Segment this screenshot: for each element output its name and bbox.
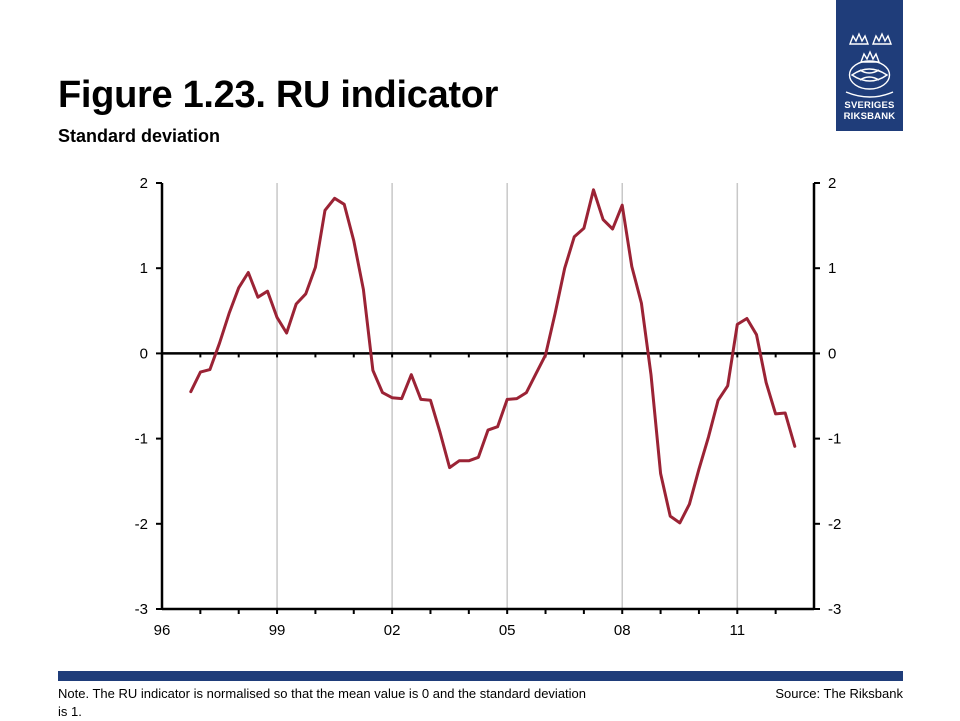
x-tick-label-02: 02: [384, 622, 401, 639]
x-tick-label-08: 08: [614, 622, 631, 639]
y-tick-label-left: 1: [140, 260, 148, 277]
y-tick-label-left: 2: [140, 175, 148, 192]
chart-frame: [156, 182, 820, 614]
x-tick-label-11: 11: [730, 622, 746, 639]
y-tick-label-left: 0: [140, 345, 148, 362]
y-tick-label-right: -2: [828, 516, 841, 533]
footer-bar: [58, 671, 903, 681]
y-tick-label-right: 0: [828, 345, 836, 362]
x-tick-label-05: 05: [499, 622, 516, 639]
riksbank-logo: SVERIGES RIKSBANK: [836, 0, 903, 131]
y-tick-label-right: 1: [828, 260, 836, 277]
chart-source: Source: The Riksbank: [775, 686, 903, 701]
chart-gridlines: [276, 183, 739, 609]
logo-text-sveriges: SVERIGES: [844, 100, 895, 111]
y-tick-label-right: 2: [828, 175, 836, 192]
y-tick-label-left: -1: [135, 431, 148, 448]
chart-tick-labels: 2 21 10 0-1 -1-2 -2-3 -396 99 02 05 08 11: [135, 175, 842, 639]
y-tick-label-left: -2: [135, 516, 148, 533]
y-tick-label-left: -3: [135, 601, 148, 618]
ru-indicator-line: [189, 188, 797, 525]
y-tick-label-right: -3: [828, 601, 841, 618]
x-tick-label-96: 96: [154, 622, 171, 639]
y-tick-label-right: -1: [828, 431, 841, 448]
chart-note: Note. The RU indicator is normalised so …: [58, 686, 587, 719]
x-tick-label-99: 99: [269, 622, 286, 639]
crown-seal-icon: [845, 32, 894, 98]
chart-series: [189, 188, 797, 525]
logo-text-riksbank: RIKSBANK: [843, 111, 896, 122]
chart-subtitle: Standard deviation: [58, 126, 221, 146]
page-title: Figure 1.23. RU indicator: [58, 74, 499, 116]
